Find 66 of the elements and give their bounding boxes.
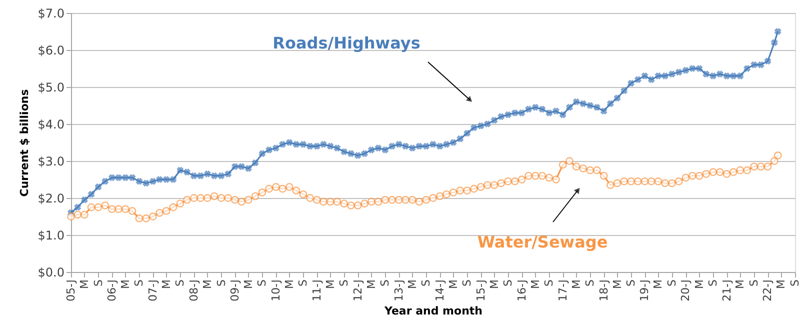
y-tick-label: $6.0 (38, 44, 64, 58)
x-tick-label: 08-J (187, 280, 200, 302)
x-tick-label: S (174, 279, 187, 286)
x-tick-label: S (378, 279, 392, 286)
x-tick-label: M (118, 280, 132, 289)
y-tick-label: $7.0 (38, 6, 64, 20)
x-tick-label: M (528, 280, 542, 289)
y-tick-label: $5.0 (38, 80, 64, 94)
x-tick-label: S (584, 279, 597, 286)
x-tick-label: 16-J (515, 280, 528, 302)
x-tick-label: S (542, 279, 556, 286)
x-tick-label: S (460, 279, 474, 286)
x-tick-label: S (624, 279, 638, 286)
x-tick-label: 06-J (105, 280, 118, 302)
x-axis-title: Year and month (384, 304, 482, 318)
text: Roads/Highways (272, 34, 420, 52)
y-axis-title: Current $ billions (18, 88, 31, 197)
y-tick-label: $1.0 (38, 228, 64, 242)
x-tick-label: S (214, 279, 228, 286)
x-tick-label: S (256, 279, 269, 286)
x-tick-label: M (692, 280, 706, 289)
x-tick-label: M (570, 280, 583, 289)
x-tick-label: M (734, 280, 747, 289)
x-tick-label: M (446, 280, 460, 289)
y-tick-label: $2.0 (38, 192, 64, 206)
x-tick-label: 05-J (64, 280, 78, 302)
x-tick-label: S (666, 279, 679, 286)
x-tick-label: S (748, 279, 761, 286)
x-tick-label: 11-J (310, 280, 324, 302)
x-tick-label: 22-J (761, 280, 774, 302)
x-tick-label: 09-J (228, 280, 242, 302)
x-tick-label: 12-J (351, 280, 364, 302)
x-tick-label: S (296, 279, 310, 286)
x-tick-label: M (160, 280, 173, 289)
x-tick-label: M (488, 280, 501, 289)
x-tick-label: M (406, 280, 419, 289)
y-tick-label: $4.0 (38, 118, 64, 132)
x-tick-label: M (200, 280, 214, 289)
x-tick-label: 21-J (720, 280, 734, 302)
x-tick-label: M (774, 280, 788, 289)
x-tick-label: 15-J (474, 280, 488, 302)
x-tick-label: 20-J (679, 280, 692, 302)
x-tick-label: M (364, 280, 378, 289)
x-tick-label: M (652, 280, 665, 289)
x-tick-label: S (338, 279, 351, 286)
x-tick-label: M (610, 280, 624, 289)
x-tick-label: 19-J (638, 280, 652, 302)
text: Water/Sewage (477, 232, 608, 252)
x-tick-label: S (420, 279, 433, 286)
x-tick-label: M (242, 280, 255, 289)
x-tick-label: S (132, 279, 146, 286)
y-tick-label: $3.0 (38, 154, 64, 168)
x-tick-label: 17-J (556, 280, 570, 302)
y-tick-label: $0.0 (38, 266, 64, 280)
x-tick-label: M (282, 280, 296, 289)
x-tick-label: S (502, 279, 515, 286)
x-tick-label: 13-J (392, 280, 406, 302)
x-tick-label: S (706, 279, 720, 286)
x-tick-label: 18-J (597, 280, 610, 302)
x-tick-label: M (78, 280, 91, 289)
x-tick-label: S (92, 279, 105, 286)
x-tick-label: 07-J (146, 280, 160, 302)
x-tick-label: S (788, 279, 800, 286)
x-tick-label: 10-J (269, 280, 282, 302)
x-tick-label: M (324, 280, 337, 289)
x-tick-label: 14-J (433, 280, 446, 302)
